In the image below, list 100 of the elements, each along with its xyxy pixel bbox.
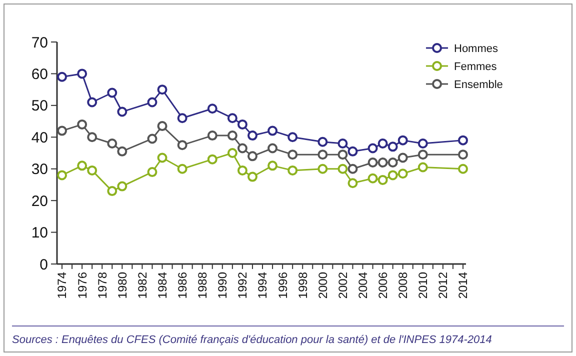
x-tick-label: 2006 xyxy=(376,272,390,299)
point xyxy=(368,173,378,184)
point xyxy=(77,160,88,171)
x-tick-label: 1980 xyxy=(115,272,130,299)
point xyxy=(207,104,218,114)
point xyxy=(147,167,158,178)
point xyxy=(288,165,298,176)
point xyxy=(57,170,68,180)
x-tick-label: 1984 xyxy=(155,272,170,299)
point xyxy=(268,126,278,136)
y-tick-label: 30 xyxy=(31,161,48,178)
x-tick-label: 1990 xyxy=(216,272,230,299)
point xyxy=(368,143,378,154)
x-tick-label: 1986 xyxy=(176,272,190,299)
y-tick-label: 40 xyxy=(31,129,48,146)
point xyxy=(388,158,398,168)
point xyxy=(227,113,238,124)
x-tick-label: 2002 xyxy=(336,272,350,299)
x-tick-label: 2014 xyxy=(456,272,470,299)
legend-label: Hommes xyxy=(454,42,499,55)
point xyxy=(318,136,328,147)
point xyxy=(107,138,118,148)
point xyxy=(57,72,68,82)
x-tick-label: 2008 xyxy=(396,272,410,299)
x-tick-label: 1982 xyxy=(135,272,150,299)
x-tick-label: 1974 xyxy=(55,272,70,299)
point xyxy=(247,130,258,141)
point xyxy=(348,178,358,188)
y-tick-label: 20 xyxy=(31,192,48,210)
x-tick-label: 1992 xyxy=(236,272,250,299)
point xyxy=(338,150,348,160)
point xyxy=(87,165,98,176)
point xyxy=(247,151,258,162)
point xyxy=(398,168,408,179)
point xyxy=(338,138,348,148)
point xyxy=(378,174,388,185)
point xyxy=(388,142,398,152)
y-tick-label: 70 xyxy=(31,34,48,52)
point xyxy=(268,143,278,154)
x-tick-label: 2012 xyxy=(436,272,450,299)
x-tick-label: 1978 xyxy=(95,272,110,299)
point xyxy=(77,119,88,130)
point xyxy=(398,152,408,163)
y-tick-label: 0 xyxy=(40,256,48,274)
point xyxy=(318,150,328,160)
point xyxy=(388,170,398,180)
point xyxy=(378,138,388,148)
point xyxy=(237,165,248,176)
point xyxy=(177,140,188,150)
point xyxy=(157,84,168,95)
point xyxy=(157,121,168,132)
point xyxy=(87,132,98,142)
point xyxy=(338,164,348,174)
point xyxy=(227,130,238,141)
point xyxy=(418,150,428,160)
point xyxy=(77,68,88,79)
point xyxy=(288,132,298,142)
x-tick-label: 2010 xyxy=(416,272,430,299)
point xyxy=(157,152,168,163)
point xyxy=(237,143,248,154)
point xyxy=(117,106,128,117)
point xyxy=(57,126,68,136)
point xyxy=(87,97,98,108)
point xyxy=(177,113,188,124)
y-tick-label: 10 xyxy=(31,224,48,242)
point xyxy=(147,134,158,144)
point xyxy=(247,172,258,182)
point xyxy=(348,146,358,156)
x-tick-label: 1976 xyxy=(75,272,90,299)
x-tick-label: 1998 xyxy=(296,272,310,299)
point xyxy=(107,88,118,98)
point xyxy=(348,164,358,174)
x-tick-label: 2000 xyxy=(316,272,330,299)
point xyxy=(418,162,428,172)
point xyxy=(147,97,158,108)
point xyxy=(207,130,218,141)
point xyxy=(268,160,278,171)
point xyxy=(107,186,118,196)
point xyxy=(318,164,328,174)
legend-label: Ensemble xyxy=(454,78,503,91)
point xyxy=(378,158,388,168)
x-tick-label: 1988 xyxy=(196,272,210,299)
x-tick-label: 2004 xyxy=(356,272,370,299)
y-tick-label: 60 xyxy=(31,66,48,83)
point xyxy=(237,119,248,130)
point xyxy=(458,135,468,146)
point xyxy=(288,150,298,160)
point xyxy=(398,135,408,146)
x-tick-label: 1996 xyxy=(276,272,290,299)
x-tick-label: 1994 xyxy=(256,272,270,299)
point xyxy=(368,158,378,168)
y-tick-label: 50 xyxy=(31,98,48,115)
point xyxy=(458,150,468,160)
point xyxy=(227,148,238,158)
legend-label: Femmes xyxy=(454,60,498,73)
point xyxy=(117,146,128,156)
point xyxy=(458,164,468,174)
source-note: Sources : Enquêtes du CFES (Comité français d'éducation pour la santé) et de l'INPES 1974-2014 xyxy=(12,334,492,346)
point xyxy=(207,154,218,164)
point xyxy=(177,164,188,174)
